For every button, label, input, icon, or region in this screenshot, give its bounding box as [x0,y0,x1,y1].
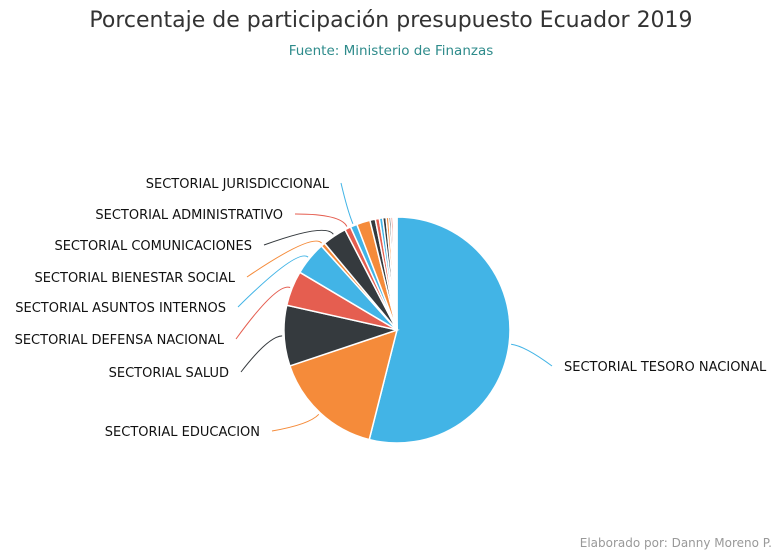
slice-label: SECTORIAL TESORO NACIONAL [564,360,767,375]
slice-label: SECTORIAL COMUNICACIONES [54,239,252,254]
slice-label: SECTORIAL SALUD [109,366,229,381]
slice-label: SECTORIAL ADMINISTRATIVO [95,208,283,223]
chart-subtitle: Fuente: Ministerio de Finanzas [288,43,494,59]
slice-label: SECTORIAL ASUNTOS INTERNOS [15,301,226,316]
label-connector [246,240,323,278]
pie-slices [283,216,511,444]
slice-label: SECTORIAL DEFENSA NACIONAL [15,333,225,348]
slice-label: SECTORIAL BIENESTAR SOCIAL [34,271,235,286]
label-connector [271,413,320,432]
label-connector [294,213,348,227]
credit-text: Elaborado por: Danny Moreno P. [579,536,772,550]
label-connector [237,255,309,308]
slice-label: SECTORIAL JURISDICCIONAL [146,177,330,192]
label-connector [240,335,283,373]
pie-slice [368,216,511,444]
chart-title: Porcentaje de participación presupuesto … [89,8,693,33]
label-connector [263,229,334,246]
slice-label: SECTORIAL EDUCACION [105,425,260,440]
label-connector [235,286,291,340]
pie-slice [394,216,398,331]
label-connector [511,343,553,367]
label-connector [340,182,354,224]
pie-labels: SECTORIAL TESORO NACIONAL SECTORIAL EDUCA… [15,177,767,440]
